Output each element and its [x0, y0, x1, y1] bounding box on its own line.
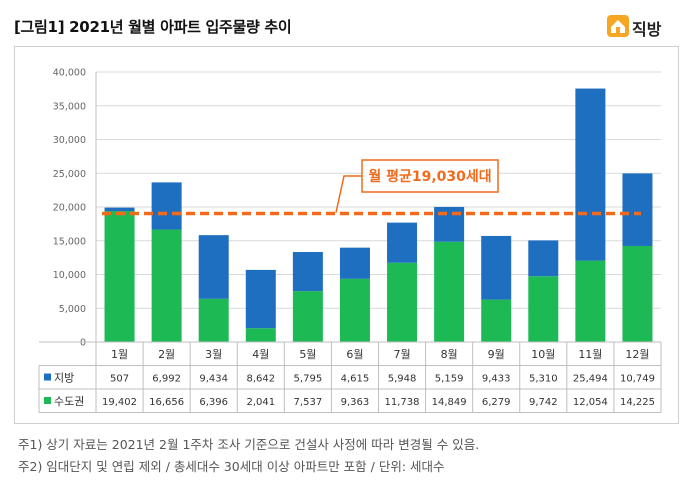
- y-tick-label: 0: [80, 338, 86, 349]
- bar-regional: [575, 88, 606, 261]
- bar-capital: [622, 245, 653, 342]
- data-label: 8,642: [246, 374, 275, 385]
- data-label: 9,433: [482, 374, 511, 385]
- brand-logo: 직방: [606, 14, 676, 40]
- data-label: 14,849: [432, 397, 467, 408]
- bar-capital: [434, 241, 465, 342]
- data-label: 5,159: [435, 374, 464, 385]
- footnote-1: 주1) 상기 자료는 2021년 2월 1주차 조사 기준으로 건설사 사정에 …: [18, 437, 480, 452]
- data-label: 5,310: [529, 374, 558, 385]
- bar-regional: [292, 252, 323, 292]
- x-tick-label: 4월: [252, 348, 269, 361]
- legend-swatch: [44, 373, 51, 381]
- legend-label: 지방: [54, 372, 74, 385]
- data-label: 19,402: [102, 397, 137, 408]
- bar-regional: [481, 235, 512, 300]
- footnotes: 주1) 상기 자료는 2021년 2월 1주차 조사 기준으로 건설사 사정에 …: [18, 434, 479, 478]
- bar-regional: [528, 240, 559, 277]
- data-label: 507: [110, 374, 129, 385]
- house-icon: [607, 15, 629, 37]
- data-label: 25,494: [573, 374, 608, 385]
- data-label: 14,225: [620, 397, 655, 408]
- data-label: 7,537: [294, 397, 323, 408]
- y-tick-label: 25,000: [53, 169, 86, 180]
- x-tick-label: 1월: [111, 348, 128, 361]
- data-label: 9,363: [341, 397, 370, 408]
- data-label: 2,041: [246, 397, 275, 408]
- x-tick-label: 10월: [531, 348, 555, 361]
- bar-capital: [292, 291, 323, 342]
- y-tick-label: 20,000: [53, 203, 86, 214]
- bar-capital: [245, 328, 276, 342]
- data-label: 6,992: [152, 374, 181, 385]
- data-label: 6,396: [199, 397, 228, 408]
- x-tick-label: 6월: [346, 348, 363, 361]
- data-label: 6,279: [482, 397, 511, 408]
- bar-capital: [387, 262, 418, 342]
- bar-capital: [528, 276, 559, 342]
- y-tick-label: 30,000: [53, 135, 86, 146]
- bar-regional: [151, 182, 182, 230]
- average-callout-box: [361, 159, 499, 193]
- y-tick-label: 10,000: [53, 270, 86, 281]
- x-tick-label: 5월: [299, 348, 316, 361]
- x-tick-label: 7월: [393, 348, 410, 361]
- x-tick-label: 8월: [441, 348, 458, 361]
- data-label: 4,615: [341, 374, 370, 385]
- bar-regional: [245, 269, 276, 329]
- bar-capital: [198, 298, 229, 342]
- footnote-2: 주2) 임대단지 및 연립 제외 / 총세대수 30세대 이상 아파트만 포함 …: [18, 459, 445, 474]
- x-tick-label: 11월: [578, 348, 602, 361]
- y-tick-label: 40,000: [53, 68, 86, 79]
- legend-swatch: [44, 397, 51, 404]
- bar-regional: [339, 247, 370, 279]
- x-tick-label: 12월: [625, 348, 649, 361]
- bar-capital: [481, 299, 512, 342]
- bar-regional: [198, 235, 229, 299]
- legend-label: 수도권: [54, 395, 84, 408]
- data-label: 12,054: [573, 397, 608, 408]
- bar-regional: [622, 173, 653, 246]
- data-label: 10,749: [620, 374, 655, 385]
- bar-regional: [104, 207, 135, 212]
- y-tick-label: 35,000: [53, 101, 86, 112]
- data-label: 5,948: [388, 374, 417, 385]
- x-tick-label: 3월: [205, 348, 222, 361]
- bar-capital: [151, 229, 182, 342]
- y-tick-label: 5,000: [59, 304, 86, 315]
- bar-regional: [387, 222, 418, 263]
- bar-capital: [104, 211, 135, 342]
- data-label: 5,795: [294, 374, 323, 385]
- x-tick-label: 9월: [488, 348, 505, 361]
- logo-text: 직방: [632, 20, 662, 39]
- data-label: 11,738: [385, 397, 420, 408]
- stacked-bar-chart: 0 5,000 10,000 15,000 20,000 25,000 30,000 35,0…: [38, 68, 662, 413]
- chart-title: [그림1] 2021년 월별 아파트 입주물량 추이: [14, 18, 292, 36]
- chart-panel: 0 5,000 10,000 15,000 20,000 25,000 30,000 35,0…: [14, 46, 679, 424]
- data-label: 16,656: [149, 397, 184, 408]
- y-tick-label: 15,000: [53, 236, 86, 247]
- bar-capital: [339, 278, 370, 342]
- average-callout-leader: [335, 175, 362, 213]
- data-label: 9,742: [529, 397, 558, 408]
- data-label: 9,434: [199, 374, 228, 385]
- bar-capital: [575, 260, 606, 342]
- average-label: 월 평균19,030세대: [368, 168, 491, 185]
- x-tick-label: 2월: [158, 348, 175, 361]
